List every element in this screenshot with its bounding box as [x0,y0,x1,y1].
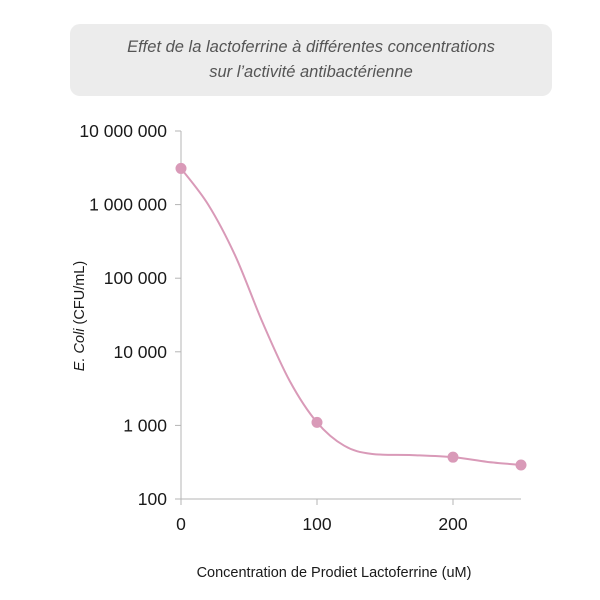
data-point [515,459,527,471]
series-line [180,167,522,466]
data-point [175,162,187,174]
y-tick-label: 1 000 000 [89,195,167,215]
data-point [311,416,323,428]
x-axis-title: Concentration de Prodiet Lactoferrine (u… [197,565,472,581]
y-axis-title-italic: E. Coli [72,328,88,371]
data-points [175,162,527,471]
y-axis-title-unit: (CFU/mL) [72,261,88,329]
chart-title-line-2: sur l’activité antibactérienne [209,63,413,81]
axes [180,131,521,500]
chart-title-box: Effet de la lactoferrine à différentes c… [70,24,552,96]
data-point [447,451,459,463]
y-tick-label: 10 000 000 [79,121,167,141]
y-axis-title: E. Coli (CFU/mL) [72,261,88,371]
y-tick-label: 10 000 [113,342,167,362]
y-tick-label: 100 000 [104,268,168,288]
y-tick-label: 1 000 [123,415,167,435]
x-tick-label: 200 [438,514,467,534]
x-ticks: 0 100 200 [176,499,468,534]
x-tick-label: 100 [302,514,331,534]
x-tick-label: 0 [176,514,186,534]
y-ticks: 10 000 000 1 000 000 100 000 10 000 1 000 100 [79,121,181,509]
chart-title-line-1: Effet de la lactoferrine à différentes c… [127,38,495,56]
y-tick-label: 100 [138,489,167,509]
